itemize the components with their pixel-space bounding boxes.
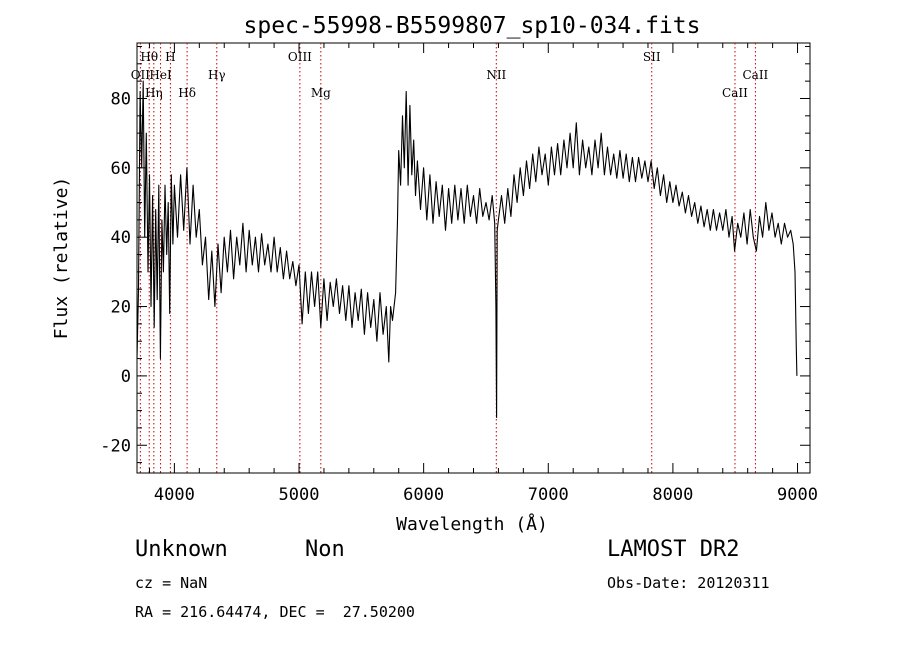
spectral-line-label: Mg (311, 86, 331, 100)
y-tick-label: 80 (111, 89, 131, 109)
axis-ticks: 4000 5000 6000 7000 8000 9000 -20 0 20 40 60 80 (100, 43, 818, 505)
object-class: Unknown (135, 537, 228, 562)
x-tick-label: 4000 (154, 485, 195, 505)
spectral-line-label: Hδ (178, 86, 196, 100)
survey-name: LAMOST DR2 (607, 537, 740, 562)
coordinates: RA = 216.64474, DEC = 27.50200 (135, 603, 415, 621)
spectral-line-label: OIII (288, 50, 312, 64)
redshift-value: cz = NaN (135, 574, 208, 592)
spectral-line-label: Hθ (140, 50, 158, 64)
x-tick-label: 6000 (403, 485, 444, 505)
spectral-line-label: CaII (722, 86, 748, 100)
x-tick-label: 7000 (528, 485, 569, 505)
chart-title: spec-55998-B5599807_sp10-034.fits (244, 13, 701, 39)
observation-date: Obs-Date: 20120311 (607, 574, 770, 592)
y-tick-label: 20 (111, 298, 131, 318)
spectral-line-label: OII (131, 68, 151, 82)
x-tick-label: 5000 (279, 485, 320, 505)
x-tick-label: 9000 (777, 485, 818, 505)
spectral-line-label: HeI (149, 68, 172, 82)
spectral-line-label: Hγ (208, 68, 226, 82)
spectral-line-label: SII (643, 50, 661, 64)
object-subclass: Non (305, 537, 345, 562)
spectrum-series-line (136, 80, 798, 419)
x-axis-label: Wavelength (Å) (396, 513, 548, 535)
spectral-line-label: Hη (145, 86, 163, 100)
y-axis-label: Flux (relative) (51, 177, 72, 340)
y-tick-label: 40 (111, 228, 131, 248)
plot-frame (136, 42, 811, 474)
spectral-line-markers: OII Hθ Hη HeI H Hδ Hγ OIII Mg NII SII CaII CaII (131, 43, 769, 473)
spectral-line-label: H (165, 50, 175, 64)
y-tick-label: -20 (100, 436, 131, 456)
y-tick-label: 60 (111, 159, 131, 179)
spectral-line-label: NII (486, 68, 506, 82)
y-tick-label: 0 (121, 367, 131, 387)
x-tick-label: 8000 (652, 485, 693, 505)
spectral-line-label: CaII (742, 68, 768, 82)
